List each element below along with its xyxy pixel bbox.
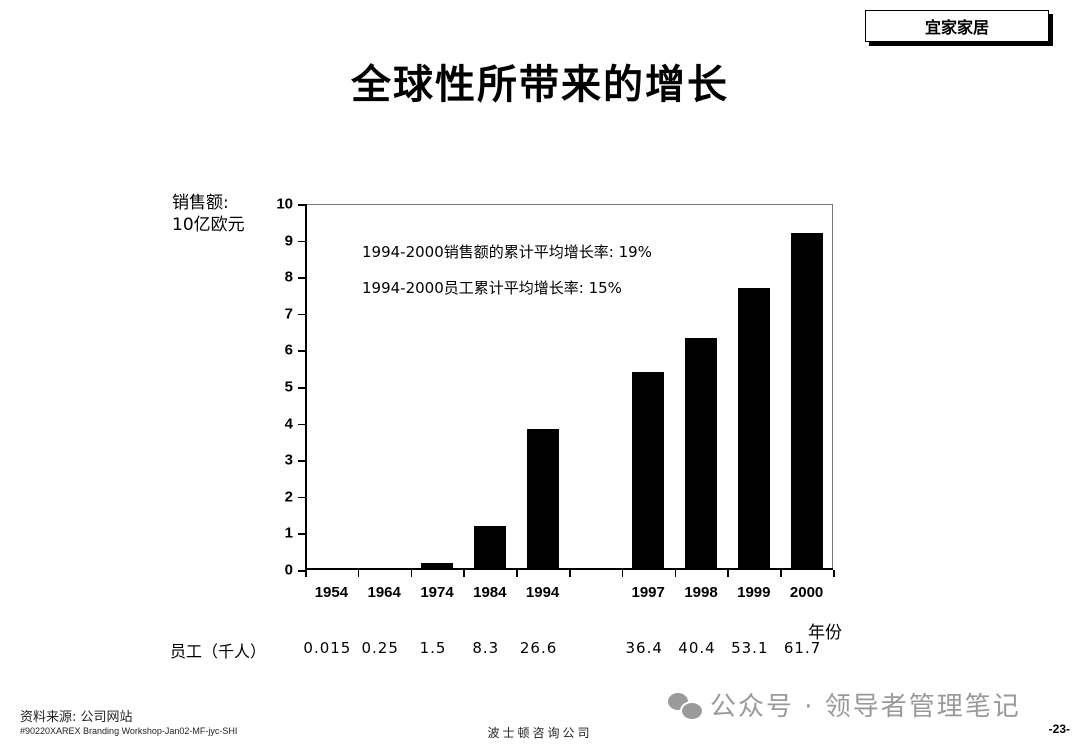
file-code: #90220XAREX Branding Workshop-Jan02-MF-j…	[20, 726, 238, 736]
employee-value: 53.1	[731, 639, 769, 657]
y-tick-label: 4	[284, 415, 293, 433]
x-axis	[305, 568, 833, 570]
y-tick	[298, 350, 305, 352]
bar-1994	[526, 429, 559, 570]
y-tick-label: 9	[284, 232, 293, 250]
x-tick	[833, 570, 835, 577]
y-tick	[298, 423, 305, 426]
x-axis-label: 年份	[808, 623, 842, 643]
x-category-label: 1999	[737, 584, 771, 601]
bar-1997	[632, 372, 665, 570]
employee-value: 1.5	[419, 639, 447, 657]
x-tick	[357, 570, 360, 577]
y-axis-label: 销售额: 10亿欧元	[172, 192, 245, 236]
bar-1984	[473, 526, 506, 570]
y-tick	[298, 204, 305, 206]
bar-1998	[685, 337, 717, 570]
x-tick	[410, 570, 413, 577]
y-axis-label-line2: 10亿欧元	[172, 215, 245, 235]
employee-value: 61.7	[783, 639, 822, 657]
x-category-label: 1984	[473, 584, 507, 601]
y-tick-label: 3	[284, 451, 293, 469]
y-tick-label: 0	[284, 561, 293, 579]
annotation-employee-growth: 1994-2000员工累计平均增长率: 15%	[362, 279, 622, 297]
y-tick-label: 10	[276, 195, 293, 213]
employee-value: 8.3	[472, 639, 500, 657]
footer-company: 波士顿咨询公司	[487, 726, 593, 740]
x-category-label: 2000	[789, 584, 824, 601]
x-tick	[674, 570, 677, 577]
bar-1999	[737, 288, 770, 570]
watermark: 公众号 · 领导者管理笔记	[668, 686, 1021, 723]
y-tick	[298, 313, 305, 316]
employee-value: 36.4	[625, 639, 663, 657]
y-axis-label-line1: 销售额:	[172, 193, 229, 213]
employee-value: 0.25	[361, 639, 399, 657]
plot-frame	[305, 204, 833, 570]
y-tick	[298, 387, 305, 389]
watermark-text: 公众号 · 领导者管理笔记	[710, 692, 1021, 722]
x-category-label: 1994	[525, 584, 560, 601]
bar-1974	[421, 562, 453, 570]
employee-value: 40.4	[678, 639, 716, 657]
bar-1964	[368, 568, 401, 570]
y-tick	[298, 460, 305, 462]
y-tick	[298, 496, 305, 499]
company-tag: 宜家家居	[865, 10, 1049, 42]
x-tick	[516, 570, 518, 577]
annotation-sales-growth: 1994-2000销售额的累计平均增长率: 19%	[362, 243, 652, 261]
y-tick-label: 2	[284, 488, 293, 506]
y-tick	[298, 277, 305, 279]
x-category-label: 1954	[314, 584, 349, 601]
y-tick-label: 5	[284, 378, 293, 396]
y-tick-label: 7	[284, 305, 293, 323]
x-tick	[780, 570, 782, 577]
employee-value: 26.6	[519, 639, 558, 657]
y-tick	[298, 533, 305, 535]
x-category-label: 1998	[684, 584, 718, 601]
bar-chart: 0 1 2 3 4 5 6 7 8 9 10	[276, 196, 835, 579]
x-tick	[305, 570, 307, 577]
y-tick-label: 1	[284, 524, 293, 542]
x-tick	[463, 570, 465, 577]
page-title: 全球性所带来的增长	[351, 62, 729, 108]
employees-label: 员工（千人）	[170, 642, 267, 661]
page-number: -23-	[1048, 722, 1070, 736]
y-tick	[298, 570, 305, 572]
x-tick	[621, 570, 624, 577]
y-tick-label: 6	[284, 341, 293, 359]
x-tick	[727, 570, 729, 577]
x-tick	[569, 570, 571, 577]
y-axis	[305, 204, 307, 570]
bar-2000	[790, 233, 823, 570]
x-category-label: 1997	[631, 584, 665, 601]
x-category-label: 1964	[367, 584, 401, 601]
source-note: 资料来源: 公司网站	[20, 710, 133, 725]
employee-value: 0.015	[303, 639, 352, 657]
y-tick-label: 8	[284, 268, 293, 286]
wechat-icon	[668, 691, 704, 721]
x-category-label: 1974	[420, 584, 454, 601]
y-tick	[298, 240, 305, 243]
